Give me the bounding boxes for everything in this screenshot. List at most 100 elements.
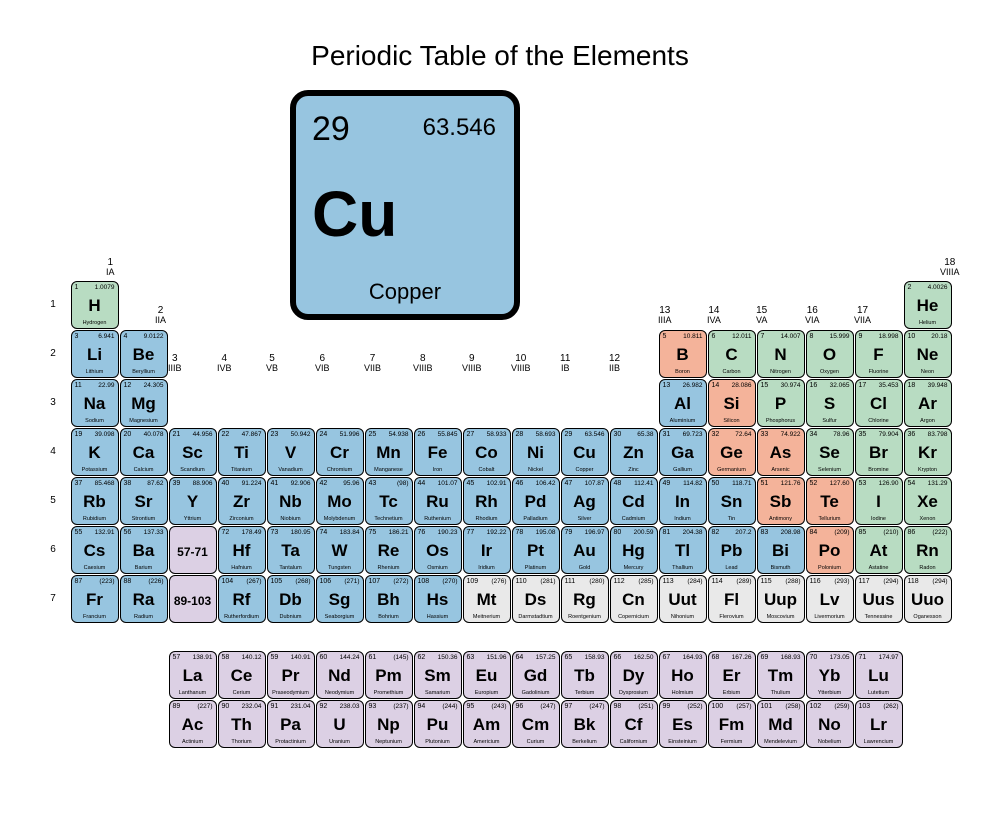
atomic-number: 18 — [908, 382, 916, 389]
atomic-mass: 55.845 — [438, 431, 458, 438]
element-cell-Hg: 80 200.59 Hg Mercury — [610, 526, 658, 574]
atomic-mass: (272) — [393, 578, 408, 585]
atomic-mass: 126.90 — [879, 480, 899, 487]
atomic-mass: 178.49 — [242, 529, 262, 536]
element-symbol: Cf — [614, 715, 654, 735]
atomic-mass: 4.0026 — [928, 284, 948, 291]
element-name: Holmium — [660, 690, 706, 696]
element-name: Nickel — [513, 467, 559, 473]
atomic-number: 17 — [859, 382, 867, 389]
element-symbol: Mo — [320, 492, 360, 512]
atomic-number: 95 — [467, 703, 475, 710]
lanthanides-row: 57 138.91 La Lanthanum 58 140.12 Ce Ceri… — [36, 650, 903, 699]
element-cell-Li: 3 6.941 Li Lithium — [71, 330, 119, 378]
atomic-mass: (294) — [883, 578, 898, 585]
empty-cell — [316, 281, 364, 329]
element-cell-Tm: 69 168.93 Tm Thulium — [757, 651, 805, 699]
empty-cell — [610, 379, 658, 427]
atomic-number: 7 — [761, 333, 765, 340]
element-name: Yttrium — [170, 516, 216, 522]
empty-cell — [610, 330, 658, 378]
element-cell-P: 15 30.974 P Phosphorus — [757, 379, 805, 427]
atomic-number: 72 — [222, 529, 230, 536]
atomic-number: 1 — [75, 284, 79, 291]
element-name: Magnesium — [121, 418, 167, 424]
atomic-number: 45 — [467, 480, 475, 487]
atomic-number: 84 — [810, 529, 818, 536]
atomic-mass: 95.96 — [343, 480, 359, 487]
element-name: Lithium — [72, 369, 118, 375]
atomic-number: 35 — [859, 431, 867, 438]
atomic-number: 109 — [467, 578, 479, 585]
element-cell-Pm: 61 (145) Pm Promethium — [365, 651, 413, 699]
element-symbol: Br — [859, 443, 899, 463]
atomic-number: 41 — [271, 480, 279, 487]
element-cell-He: 2 4.0026 He Helium — [904, 281, 952, 329]
element-cell-Be: 4 9.0122 Be Beryllium — [120, 330, 168, 378]
atomic-number: 36 — [908, 431, 916, 438]
atomic-mass: 118.71 — [732, 480, 751, 487]
element-name: Einsteinium — [660, 739, 706, 745]
atomic-number: 118 — [908, 578, 919, 585]
element-symbol: He — [908, 296, 948, 316]
element-name: Meitnerium — [464, 614, 510, 620]
empty-cell — [365, 379, 413, 427]
element-name: Bismuth — [758, 565, 804, 571]
atomic-number: 27 — [467, 431, 475, 438]
atomic-mass: 26.982 — [683, 382, 703, 389]
element-symbol: Os — [418, 541, 458, 561]
element-symbol: Pd — [516, 492, 556, 512]
element-cell-Ho: 67 164.93 Ho Holmium — [659, 651, 707, 699]
element-symbol: Sg — [320, 590, 360, 610]
element-cell-Ar: 18 39.948 Ar Argon — [904, 379, 952, 427]
element-cell-Ce: 58 140.12 Ce Cerium — [218, 651, 266, 699]
element-name: Rutherfordium — [219, 614, 265, 620]
element-symbol: Cr — [320, 443, 360, 463]
element-name: Gold — [562, 565, 608, 571]
element-cell-Ba: 56 137.33 Ba Barium — [120, 526, 168, 574]
element-name: Lanthanum — [170, 690, 216, 696]
atomic-number: 11 — [75, 382, 82, 389]
atomic-number: 9 — [859, 333, 863, 340]
element-symbol: Fl — [712, 590, 752, 610]
atomic-mass: 92.906 — [291, 480, 311, 487]
element-name: Samarium — [415, 690, 461, 696]
element-cell-Xe: 54 131.29 Xe Xenon — [904, 477, 952, 525]
element-cell-Se: 34 78.96 Se Selenium — [806, 428, 854, 476]
atomic-mass: 140.12 — [242, 654, 262, 661]
atomic-mass: (285) — [638, 578, 653, 585]
element-name: Dysprosium — [611, 690, 657, 696]
element-symbol: La — [173, 666, 213, 686]
atomic-mass: 114.82 — [683, 480, 702, 487]
atomic-number: 99 — [663, 703, 671, 710]
element-cell-Yb: 70 173.05 Yb Ytterbium — [806, 651, 854, 699]
element-cell-Cm: 96 (247) Cm Curium — [512, 700, 560, 748]
element-name: Helium — [905, 320, 951, 326]
empty-cell — [316, 330, 364, 378]
atomic-mass: (284) — [687, 578, 702, 585]
atomic-number: 110 — [516, 578, 527, 585]
atomic-number: 4 — [124, 333, 128, 340]
element-symbol: Ir — [467, 541, 507, 561]
element-cell-Kr: 36 83.798 Kr Krypton — [904, 428, 952, 476]
element-symbol: Gd — [516, 666, 556, 686]
element-symbol: Ca — [124, 443, 164, 463]
atomic-number: 15 — [761, 382, 769, 389]
atomic-number: 16 — [810, 382, 818, 389]
atomic-number: 89 — [173, 703, 181, 710]
atomic-number: 13 — [663, 382, 671, 389]
element-symbol: Sc — [173, 443, 213, 463]
element-cell-Lu: 71 174.97 Lu Lutetium — [855, 651, 903, 699]
period-row-2: 2 3 6.941 Li Lithium 4 9.0122 Be Berylli… — [36, 329, 952, 378]
element-cell-Cn: 112 (285) Cn Copernicium — [610, 575, 658, 623]
atomic-mass: 196.97 — [585, 529, 605, 536]
empty-cell — [169, 379, 217, 427]
element-name: Ruthenium — [415, 516, 461, 522]
element-name: Actinium — [170, 739, 216, 745]
element-symbol: Ba — [124, 541, 164, 561]
element-cell-O: 8 15.999 O Oxygen — [806, 330, 854, 378]
element-symbol: U — [320, 715, 360, 735]
atomic-mass: 167.26 — [732, 654, 752, 661]
period-row-1: 1 1 1.0079 H Hydrogen 2 4.0026 He Helium — [36, 280, 952, 329]
element-cell-Rg: 111 (280) Rg Roentgenium — [561, 575, 609, 623]
